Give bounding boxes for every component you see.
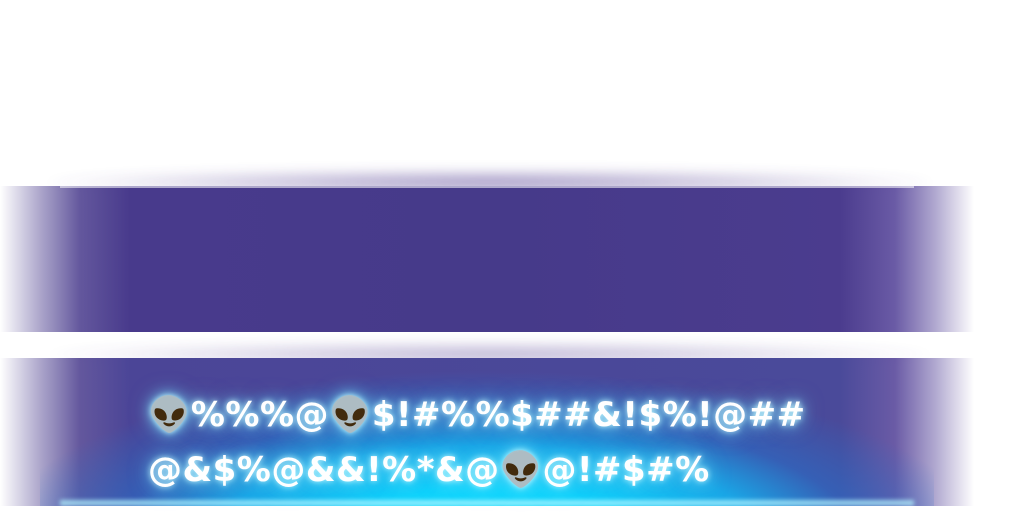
top-bar-highlight <box>60 186 914 188</box>
bottom-banner-bar <box>0 358 974 506</box>
glowing-symbol-text: 👽%%%@👽$!#%%$##&!$%!@## @&$%@&&!%*&@👽@!#$… <box>148 388 828 498</box>
top-banner-bar <box>0 186 974 332</box>
symbol-text-line-1: 👽%%%@👽$!#%%$##&!$%!@## <box>148 395 806 435</box>
cyan-glow <box>40 358 934 506</box>
symbol-text-line-2: @&$%@&&!%*&@👽@!#$#% <box>148 450 710 490</box>
bottom-bar-floor-highlight <box>60 500 914 506</box>
